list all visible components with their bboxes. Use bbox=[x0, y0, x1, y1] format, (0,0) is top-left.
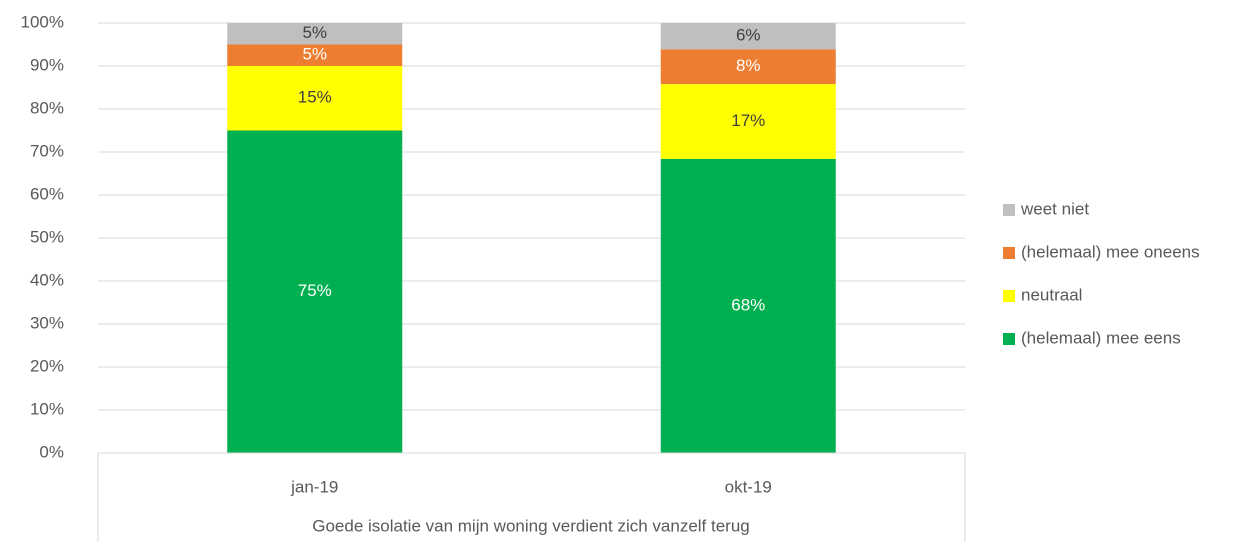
y-tick-label: 30% bbox=[30, 313, 64, 332]
y-tick-label: 80% bbox=[30, 98, 64, 117]
data-label: 8% bbox=[736, 56, 761, 75]
y-tick-label: 20% bbox=[30, 356, 64, 375]
x-tick-label: jan-19 bbox=[290, 477, 338, 496]
x-tick-label: okt-19 bbox=[725, 477, 772, 496]
data-label: 6% bbox=[736, 26, 761, 45]
y-tick-label: 90% bbox=[30, 55, 64, 74]
data-label: 17% bbox=[731, 111, 765, 130]
x-axis-title: Goede isolatie van mijn woning verdient … bbox=[312, 516, 750, 535]
y-tick-label: 60% bbox=[30, 184, 64, 203]
bar-segment bbox=[227, 130, 403, 453]
bar-segment bbox=[227, 44, 403, 66]
y-tick-label: 100% bbox=[21, 12, 64, 31]
bar-segment bbox=[660, 23, 836, 50]
bar-segment bbox=[227, 66, 403, 131]
data-label: 5% bbox=[302, 23, 327, 42]
bar-segment bbox=[227, 23, 403, 45]
legend-swatch bbox=[1003, 204, 1015, 216]
data-label: 5% bbox=[302, 45, 327, 64]
legend-swatch bbox=[1003, 333, 1015, 345]
legend-label: weet niet bbox=[1020, 199, 1089, 218]
legend-swatch bbox=[1003, 290, 1015, 302]
data-label: 15% bbox=[298, 88, 332, 107]
y-tick-label: 10% bbox=[30, 399, 64, 418]
legend-label: neutraal bbox=[1021, 285, 1082, 304]
y-tick-label: 40% bbox=[30, 270, 64, 289]
data-label: 68% bbox=[731, 295, 765, 314]
data-label: 75% bbox=[298, 281, 332, 300]
bar-segment bbox=[660, 84, 836, 159]
legend-label: (helemaal) mee oneens bbox=[1021, 242, 1200, 261]
y-tick-label: 70% bbox=[30, 141, 64, 160]
y-tick-label: 0% bbox=[39, 442, 64, 461]
y-tick-label: 50% bbox=[30, 227, 64, 246]
bar-segment bbox=[660, 49, 836, 85]
legend-label: (helemaal) mee eens bbox=[1021, 328, 1181, 347]
legend-swatch bbox=[1003, 247, 1015, 259]
bar-segment bbox=[660, 158, 836, 453]
